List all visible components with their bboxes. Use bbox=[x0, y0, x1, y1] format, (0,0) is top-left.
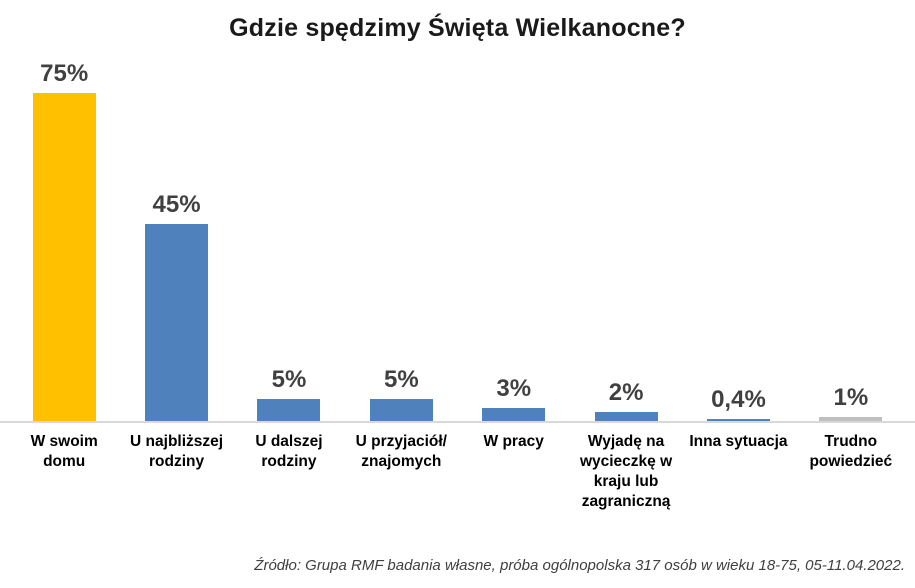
bar-column: 2% bbox=[570, 52, 682, 421]
category-label: Wyjadę na wycieczkę w kraju lub zagranic… bbox=[579, 433, 673, 511]
category-label: U dalszej rodziny bbox=[255, 433, 323, 471]
bar-column: 0,4% bbox=[682, 52, 794, 421]
bar-column: 1% bbox=[795, 52, 907, 421]
category-axis: W swoim domu U najbliższej rodziny U dal… bbox=[0, 423, 915, 513]
bar-column: 5% bbox=[233, 52, 345, 421]
bar bbox=[32, 93, 96, 421]
category-label: W swoim domu bbox=[30, 433, 98, 471]
category-label: W pracy bbox=[483, 433, 544, 450]
bar bbox=[257, 399, 321, 421]
bar-value-label: 0,4% bbox=[711, 385, 766, 413]
chart-title: Gdzie spędzimy Święta Wielkanocne? bbox=[229, 14, 686, 42]
category-label: Trudno powiedzieć bbox=[809, 433, 893, 471]
bar bbox=[369, 399, 433, 421]
bar-column: 3% bbox=[458, 52, 570, 421]
plot-area: 75% 45% 5% 5% 3% 2% 0,4% 1% bbox=[0, 52, 915, 423]
bar-column: 5% bbox=[345, 52, 457, 421]
bar-value-label: 75% bbox=[40, 59, 89, 87]
bar-value-label: 45% bbox=[152, 190, 201, 218]
bar-value-label: 5% bbox=[383, 365, 419, 393]
category-label: U najbliższej rodziny bbox=[130, 433, 224, 471]
bar bbox=[482, 408, 546, 421]
bar bbox=[819, 417, 883, 421]
bar-value-label: 3% bbox=[496, 374, 532, 402]
bar-value-label: 5% bbox=[271, 365, 307, 393]
bar bbox=[706, 419, 770, 421]
bar-value-label: 1% bbox=[833, 383, 869, 411]
bar-column: 45% bbox=[120, 52, 232, 421]
bar-column: 75% bbox=[8, 52, 120, 421]
category-label: Inna sytuacja bbox=[689, 433, 788, 450]
category-label: U przyjaciół/ znajomych bbox=[355, 433, 447, 471]
bar-value-label: 2% bbox=[608, 378, 644, 406]
source-note: Źródło: Grupa RMF badania własne, próba … bbox=[254, 557, 905, 574]
bar bbox=[145, 224, 209, 421]
bar bbox=[594, 412, 658, 421]
